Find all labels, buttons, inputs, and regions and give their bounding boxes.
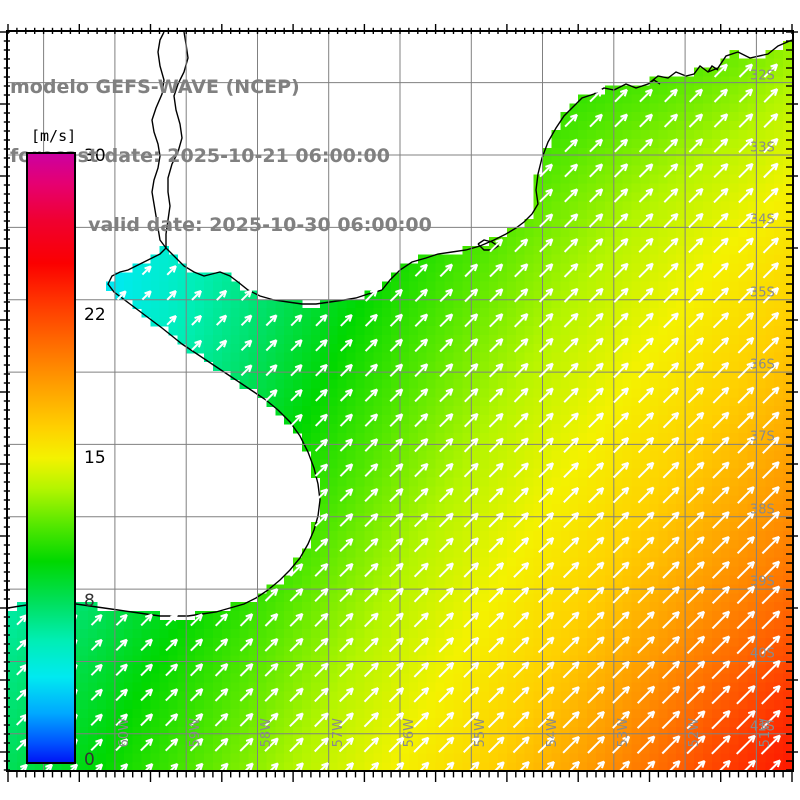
forecast-date: forecast date: 2025-10-21 06:00:00 (10, 145, 390, 167)
lon-label-59W: 59W (188, 718, 204, 748)
lat-label-34S: 34S (750, 212, 775, 228)
map-plot-area[interactable] (6, 30, 794, 772)
colorbar-gradient-fill (28, 154, 74, 762)
colorbar-unit-label: [m/s] (31, 127, 77, 145)
colorbar-tick-0: 0 (84, 750, 95, 770)
lon-label-53W: 53W (615, 718, 631, 748)
lat-label-33S: 33S (750, 140, 775, 156)
model-title: modelo GEFS-WAVE (NCEP) (10, 76, 300, 98)
lon-label-56W: 56W (402, 718, 417, 748)
colorbar-tick-22: 22 (84, 305, 106, 326)
lon-label-55W: 55W (473, 718, 489, 748)
lon-label-58W: 58W (259, 718, 275, 748)
lon-label-54W: 54W (544, 718, 560, 748)
map-clip (8, 32, 792, 770)
valid-date: valid date: 2025-10-30 06:00:00 (88, 214, 432, 236)
title-block: modelo GEFS-WAVE (NCEP) forecast date: 2… (10, 30, 510, 283)
lat-label-36S: 36S (750, 357, 775, 373)
lat-label-40S: 40S (750, 646, 775, 662)
lat-label-38S: 38S (750, 502, 775, 518)
lon-label-57W: 57W (330, 718, 346, 748)
lat-label-37S: 37S (750, 429, 775, 445)
lat-label-35S: 35S (750, 285, 775, 301)
lon-label-60W: 60W (116, 718, 132, 748)
colorbar-tick-8: 8 (84, 590, 95, 611)
colorbar-tick-30: 30 (84, 146, 106, 166)
colorbar-tick-15: 15 (84, 448, 106, 468)
lat-label-32S: 32S (750, 68, 775, 84)
lat-label-39S: 39S (750, 574, 775, 590)
colorbar-gradient (26, 152, 76, 764)
lon-label-51W: 51W (758, 718, 774, 748)
lon-label-52W: 52W (687, 718, 703, 748)
